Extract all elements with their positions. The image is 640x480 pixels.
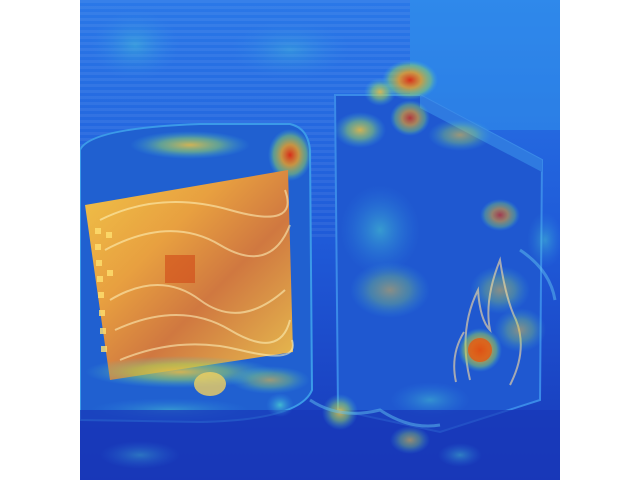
right-shelf-glow bbox=[527, 212, 560, 268]
heatmap-overlay-svg bbox=[80, 0, 560, 480]
pc-tower bbox=[333, 60, 546, 434]
screen-swirls bbox=[99, 189, 294, 361]
desktop-icons bbox=[95, 228, 113, 352]
power-button bbox=[194, 372, 226, 396]
heatmap-photo bbox=[80, 0, 560, 480]
desk-area bbox=[80, 248, 560, 480]
crt-monitor bbox=[80, 123, 314, 424]
